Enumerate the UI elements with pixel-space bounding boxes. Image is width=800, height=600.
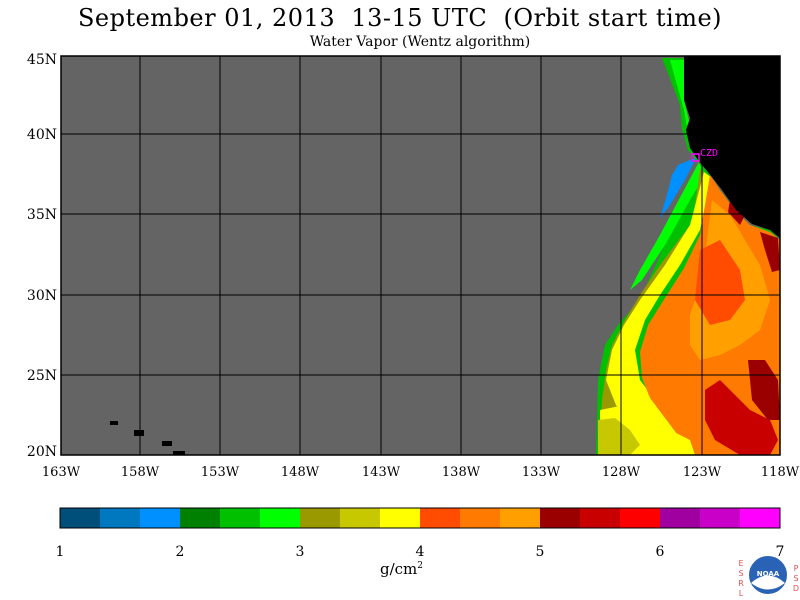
lon-label-163w: 163W [42,465,81,480]
band-olive-south [598,418,640,455]
band-blue [660,158,696,218]
graticule [61,56,780,455]
colorbar-tick-4: 4 [416,544,425,560]
band-olive [600,168,706,455]
lon-label-158w: 158W [121,465,160,480]
map-subtitle: Water Vapor (Wentz algorithm) [309,34,531,50]
lat-label-30n: 30N [27,288,57,304]
lon-label-128w: 128W [602,465,641,480]
colorbar-tick-3: 3 [296,544,305,560]
page-title: September 01, 2013 13-15 UTC (Orbit star… [77,4,723,32]
colorbar-cell [340,508,381,528]
colorbar-cell [140,508,181,528]
colorbar-frame [59,507,781,529]
station-label: CZD [700,148,718,159]
lon-label-143w: 143W [362,465,401,480]
water-vapor-swath [596,58,780,455]
colorbar-cell [500,508,541,528]
colorbar-cell [100,508,141,528]
colorbar [60,508,781,528]
land-north-america [684,56,780,238]
band-darkred [728,200,780,420]
map-frame [60,55,781,456]
colorbar-tick-5: 5 [536,544,545,560]
band-red [705,380,778,455]
colorbar-cell [460,508,501,528]
lat-label-40n: 40N [27,127,57,143]
colorbar-cell [60,508,101,528]
colorbar-tick-1: 1 [56,544,65,560]
lon-label-118w: 118W [761,465,800,480]
colorbar-cell [580,508,621,528]
lon-label-138w: 138W [442,465,481,480]
logo-center-text: NOAA [757,570,780,578]
colorbar-tick-7: 7 [776,544,785,560]
lon-label-153w: 153W [201,465,240,480]
station-marker-czd: CZD [691,148,718,162]
colorbar-cell [420,508,461,528]
colorbar-cell [700,508,741,528]
colorbar-cell [300,508,341,528]
band-yellow [606,172,712,455]
colorbar-units: g/cm2 [380,560,424,578]
band-lightgreen [630,60,705,290]
colorbar-cell [260,508,301,528]
band-darkorange [695,240,745,325]
longitude-labels: 163W 158W 153W 148W 143W 138W 133W 128W … [42,465,800,480]
latitude-labels: 45N 40N 35N 30N 25N 20N [27,52,57,460]
lat-label-25n: 25N [27,368,57,384]
colorbar-tick-2: 2 [176,544,185,560]
lon-label-123w: 123W [683,465,722,480]
colorbar-cell [540,508,581,528]
colorbar-cell [660,508,701,528]
map-area: CZD [61,56,780,455]
colorbar-cell [620,508,661,528]
lat-label-20n: 20N [27,444,57,460]
lat-label-35n: 35N [27,207,57,223]
lon-label-148w: 148W [281,465,320,480]
colorbar-cell [220,508,261,528]
colorbar-cell [740,508,781,528]
colorbar-cell [180,508,221,528]
colorbar-tick-labels: 1 2 3 4 5 6 7 [56,544,785,560]
colorbar-cell [380,508,421,528]
colorbar-tick-6: 6 [656,544,665,560]
lat-label-45n: 45N [27,52,57,68]
land-hawaii [110,421,185,455]
lon-label-133w: 133W [522,465,561,480]
